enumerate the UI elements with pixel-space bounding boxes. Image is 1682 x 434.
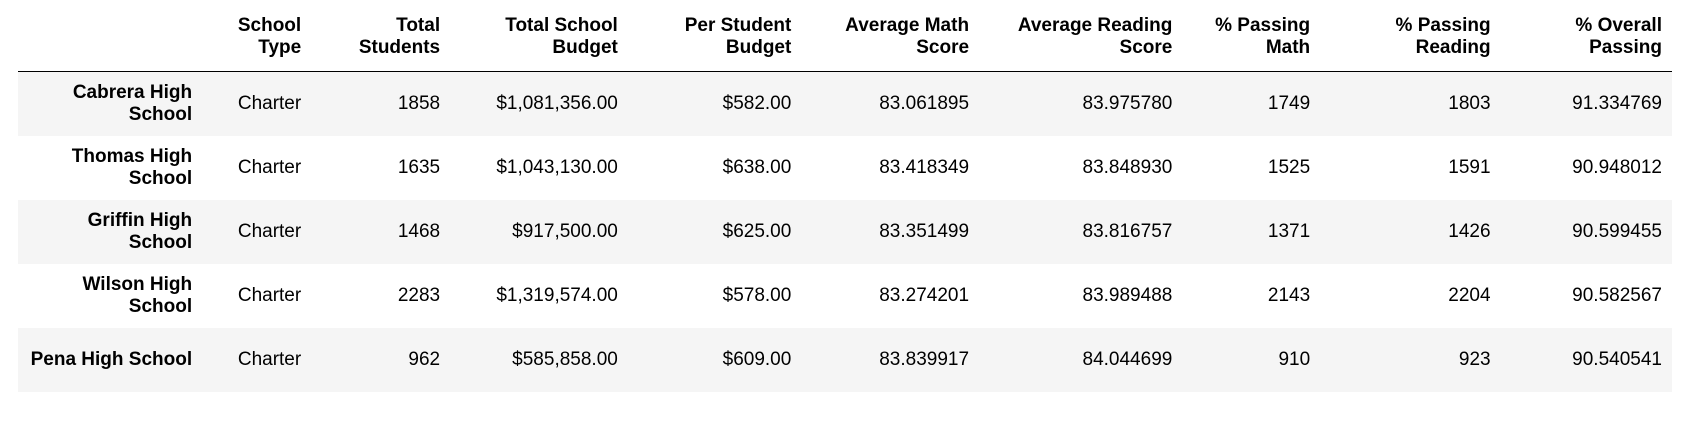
table-row: Cabrera High School Charter 1858 $1,081,… bbox=[18, 71, 1672, 136]
cell-total-school-budget: $1,081,356.00 bbox=[496, 92, 618, 114]
table-row: Thomas High School Charter 1635 $1,043,1… bbox=[18, 135, 1672, 200]
cell-average-reading-score: 84.044699 bbox=[1082, 348, 1173, 370]
column-header-school-type: School Type bbox=[202, 15, 320, 72]
cell-passing-math: 1525 bbox=[1267, 156, 1311, 178]
cell-overall-passing: 90.599455 bbox=[1572, 220, 1662, 242]
cell-passing-math: 1749 bbox=[1267, 92, 1311, 114]
cell-school-type: Charter bbox=[237, 348, 302, 370]
cell-school-type: Charter bbox=[237, 220, 302, 242]
cell-total-school-budget: $917,500.00 bbox=[512, 220, 618, 242]
cell-overall-passing: 90.540541 bbox=[1572, 348, 1662, 370]
cell-average-math-score: 83.061895 bbox=[879, 92, 970, 114]
cell-per-student-budget: $609.00 bbox=[722, 348, 792, 370]
cell-total-students: 1858 bbox=[397, 92, 441, 114]
cell-overall-passing: 91.334769 bbox=[1572, 92, 1662, 114]
cell-passing-reading: 1426 bbox=[1448, 220, 1491, 242]
table-row: Wilson High School Charter 2283 $1,319,5… bbox=[18, 263, 1672, 328]
cell-total-students: 1468 bbox=[397, 220, 441, 242]
column-header-passing-reading: % Passing Reading bbox=[1328, 15, 1501, 72]
table-row: Griffin High School Charter 1468 $917,50… bbox=[18, 199, 1672, 264]
cell-per-student-budget: $582.00 bbox=[722, 92, 792, 114]
cell-overall-passing: 90.948012 bbox=[1572, 156, 1662, 178]
cell-per-student-budget: $625.00 bbox=[722, 220, 792, 242]
cell-total-students: 1635 bbox=[397, 156, 441, 178]
cell-average-math-score: 83.839917 bbox=[879, 348, 970, 370]
column-header-average-math-score: Average Math Score bbox=[801, 15, 980, 72]
cell-school-type: Charter bbox=[237, 92, 302, 114]
column-header-passing-math: % Passing Math bbox=[1182, 15, 1329, 72]
cell-total-students: 962 bbox=[408, 348, 441, 370]
cell-school-type: Charter bbox=[237, 156, 302, 178]
index-header bbox=[18, 15, 203, 72]
cell-average-reading-score: 83.848930 bbox=[1082, 156, 1173, 178]
cell-overall-passing: 90.582567 bbox=[1572, 284, 1662, 306]
cell-total-school-budget: $1,319,574.00 bbox=[496, 284, 618, 306]
cell-average-reading-score: 83.816757 bbox=[1082, 220, 1173, 242]
cell-total-school-budget: $585,858.00 bbox=[512, 348, 618, 370]
table-header: School Type Total Students Total School … bbox=[18, 15, 1672, 72]
cell-per-student-budget: $638.00 bbox=[722, 156, 792, 178]
cell-passing-math: 2143 bbox=[1267, 284, 1311, 306]
cell-total-school-budget: $1,043,130.00 bbox=[496, 156, 618, 178]
cell-average-math-score: 83.418349 bbox=[879, 156, 970, 178]
cell-passing-reading: 1591 bbox=[1448, 156, 1491, 178]
cell-average-math-score: 83.274201 bbox=[879, 284, 970, 306]
row-index-school-name: Thomas High School bbox=[71, 145, 193, 189]
column-header-per-student-budget: Per Student Budget bbox=[627, 15, 802, 72]
cell-passing-reading: 923 bbox=[1458, 348, 1491, 370]
cell-school-type: Charter bbox=[237, 284, 302, 306]
cell-per-student-budget: $578.00 bbox=[722, 284, 792, 306]
cell-total-students: 2283 bbox=[397, 284, 441, 306]
cell-passing-math: 910 bbox=[1278, 348, 1311, 370]
cell-passing-reading: 1803 bbox=[1448, 92, 1491, 114]
column-header-total-students: Total Students bbox=[319, 15, 451, 72]
table-row: Pena High School Charter 962 $585,858.00… bbox=[18, 327, 1672, 392]
column-header-total-school-budget: Total School Budget bbox=[450, 15, 628, 72]
dataframe-output: School Type Total Students Total School … bbox=[18, 15, 1672, 370]
column-header-overall-passing: % Overall Passing bbox=[1500, 15, 1672, 72]
row-index-school-name: Pena High School bbox=[30, 348, 193, 370]
school-summary-table: School Type Total Students Total School … bbox=[18, 15, 1672, 392]
row-index-school-name: Wilson High School bbox=[82, 273, 193, 317]
cell-average-reading-score: 83.975780 bbox=[1082, 92, 1173, 114]
cell-passing-reading: 2204 bbox=[1448, 284, 1491, 306]
row-index-school-name: Cabrera High School bbox=[72, 81, 193, 125]
table-body: Cabrera High School Charter 1858 $1,081,… bbox=[18, 71, 1672, 392]
row-index-school-name: Griffin High School bbox=[87, 209, 193, 253]
header-row: School Type Total Students Total School … bbox=[18, 15, 1672, 72]
cell-average-math-score: 83.351499 bbox=[879, 220, 970, 242]
cell-passing-math: 1371 bbox=[1267, 220, 1311, 242]
cell-average-reading-score: 83.989488 bbox=[1082, 284, 1173, 306]
column-header-average-reading-score: Average Reading Score bbox=[979, 15, 1183, 72]
